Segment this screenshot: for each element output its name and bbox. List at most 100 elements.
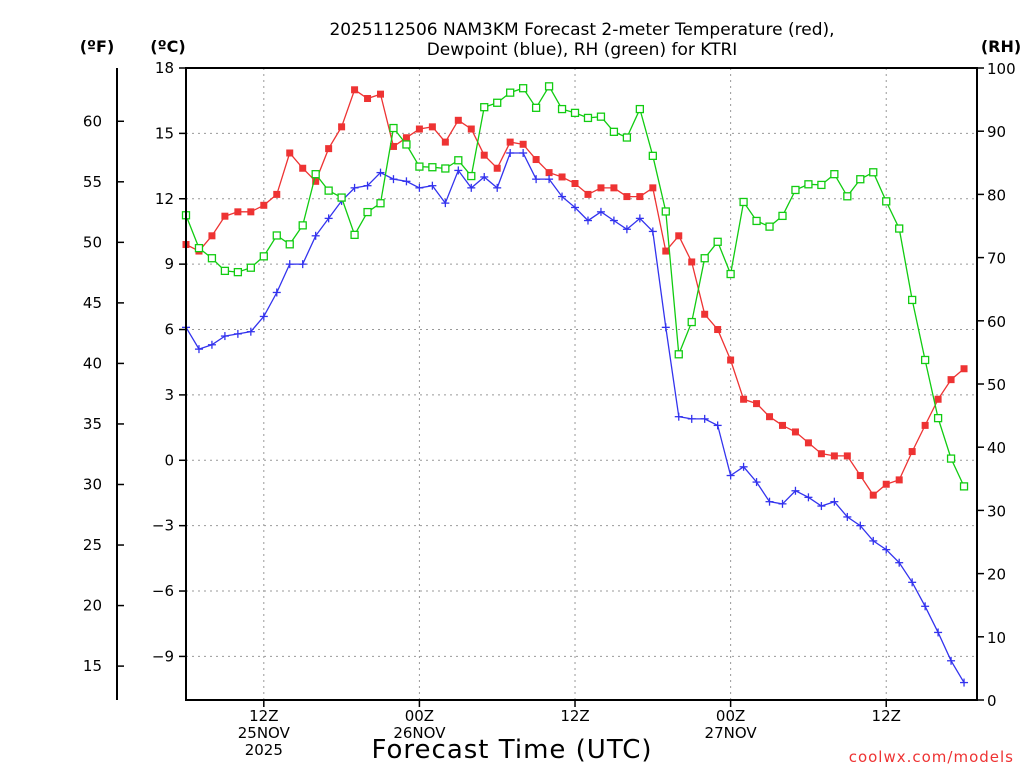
temperature-point: [623, 193, 631, 201]
rh-point: [726, 269, 735, 279]
celsius-tick-label: 18: [155, 59, 174, 77]
rh-tick-label: 100: [987, 60, 1016, 78]
dewpoint-point: [817, 502, 826, 511]
temperature-point: [299, 164, 307, 172]
time-tick-label: 25NOV: [238, 724, 291, 742]
dewpoint-point: [545, 175, 554, 184]
rh-tick-label: 10: [987, 629, 1006, 647]
dewpoint-point: [622, 225, 631, 234]
rh-point: [765, 222, 774, 231]
temperature-point: [221, 212, 229, 220]
rh-point: [557, 104, 567, 114]
temperature-point: [532, 156, 540, 164]
dewpoint-point: [960, 678, 969, 687]
temperature-point: [364, 95, 372, 103]
celsius-tick-label: 15: [155, 124, 174, 142]
rh-tick-label: 20: [987, 566, 1006, 584]
rh-point: [687, 317, 696, 327]
temperature-point: [441, 138, 449, 146]
rh-point: [194, 243, 204, 253]
rh-point: [285, 240, 294, 249]
temperature-point: [753, 400, 761, 408]
time-tick-label: 27NOV: [705, 724, 758, 742]
dewpoint-point: [233, 329, 242, 338]
temperature-point: [714, 326, 722, 334]
dewpoint-point: [506, 148, 515, 157]
temperature-point: [778, 421, 786, 429]
rh-point: [596, 112, 606, 121]
dewpoint-point: [272, 288, 281, 297]
dewpoint-point: [635, 214, 644, 223]
temperature-point: [882, 480, 890, 488]
fahrenheit-tick-label: 50: [83, 233, 102, 251]
chart-title-line-2: Dewpoint (blue), RH (green) for KTRI: [427, 40, 738, 60]
temperature-point: [610, 184, 618, 192]
rh-point: [908, 295, 917, 305]
temperature-point: [817, 450, 825, 458]
temperature-point: [597, 184, 605, 192]
temperature-point: [649, 184, 657, 192]
dewpoint-point: [765, 497, 774, 506]
rh-point: [856, 175, 865, 184]
rh-tick-label: 70: [987, 250, 1006, 268]
rh-point: [674, 350, 683, 359]
rh-point: [272, 231, 281, 240]
temperature-point: [830, 452, 838, 460]
dewpoint-point: [583, 216, 592, 225]
dewpoint-point: [726, 471, 735, 480]
temperature-point: [804, 439, 812, 447]
rh-point: [428, 163, 437, 172]
rh-point: [713, 237, 722, 246]
temperature-point: [312, 177, 320, 185]
fahrenheit-tick-label: 35: [83, 415, 102, 433]
dewpoint-point: [947, 656, 956, 665]
temperature-point: [454, 116, 462, 124]
rh-point: [752, 216, 761, 226]
temperature-point: [701, 310, 709, 318]
rh-tick-label: 50: [987, 376, 1006, 394]
dewpoint-point: [246, 327, 255, 336]
dewpoint-point: [921, 602, 930, 611]
temperature-point: [688, 258, 696, 266]
celsius-tick-label: 3: [164, 386, 174, 404]
rh-point: [324, 186, 333, 195]
dewpoint-point: [661, 323, 670, 332]
dewpoint-point: [428, 181, 437, 190]
rh-point: [609, 127, 619, 136]
dewpoint-point: [402, 177, 411, 186]
dewpoint-point: [791, 486, 800, 495]
celsius-tick-label: −9: [152, 647, 174, 665]
celsius-tick-label: 12: [155, 190, 174, 208]
dewpoint-point: [207, 340, 216, 349]
rh-point: [220, 266, 230, 276]
rh-point: [454, 156, 463, 165]
rh-point: [246, 263, 255, 272]
temperature-point: [545, 169, 553, 177]
dewpoint-point: [532, 175, 541, 184]
rh-tick-label: 90: [987, 123, 1006, 141]
temperature-point: [558, 173, 566, 181]
series-layer: [181, 82, 969, 687]
dewpoint-point: [609, 216, 618, 225]
plot-frame: [185, 67, 978, 701]
temperature-point: [377, 90, 385, 98]
temperature-point: [740, 395, 748, 403]
temperature-point: [791, 428, 799, 436]
celsius-tick-label: 0: [164, 451, 174, 469]
dewpoint-point: [804, 493, 813, 502]
dewpoint-point: [869, 536, 878, 545]
temperature-point: [727, 356, 735, 364]
rh-point: [350, 230, 359, 239]
dewpoint-point: [558, 192, 567, 201]
dewpoint-point: [934, 628, 943, 637]
rh-point: [518, 84, 528, 93]
rh-point: [363, 207, 372, 217]
temperature-point: [428, 123, 436, 131]
time-tick-label: 00Z: [716, 707, 745, 725]
rh-tick-label: 60: [987, 313, 1006, 331]
temperature-point: [325, 145, 333, 153]
rh-point: [882, 197, 891, 206]
rh-point: [544, 82, 554, 91]
rh-point: [298, 221, 307, 230]
